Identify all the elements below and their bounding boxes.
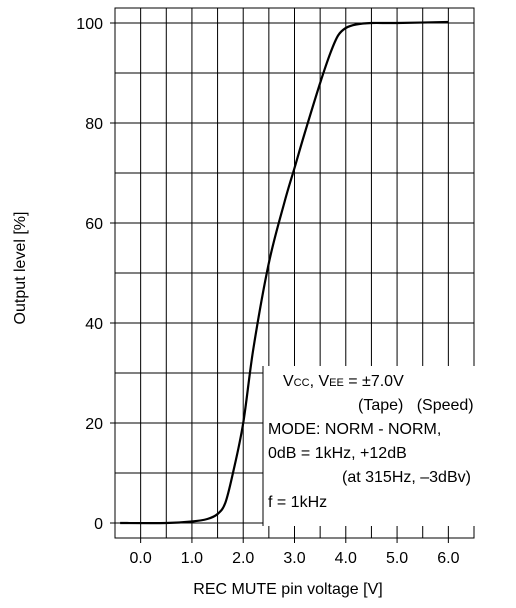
- y-tick-label: 60: [85, 216, 103, 233]
- annotation-0db: 0dB = 1kHz, +12dB: [268, 445, 407, 462]
- y-tick-label: 80: [85, 116, 103, 133]
- x-tick-label: 1.0: [181, 550, 203, 567]
- y-tick-label: 40: [85, 316, 103, 333]
- tick-labels: 0.0 1.0 2.0 3.0 4.0 5.0 6.0 0 20 40 60 80 100: [76, 16, 459, 567]
- annotation-tape-speed: (Tape) (Speed): [358, 397, 474, 414]
- y-tick-label: 0: [94, 516, 103, 533]
- x-tick-label: 6.0: [437, 550, 459, 567]
- series-layer: [120, 20, 449, 525]
- x-tick-label: 5.0: [386, 550, 408, 567]
- y-tick-label: 20: [85, 416, 103, 433]
- x-tick-label: 2.0: [232, 550, 254, 567]
- annotation-box: [263, 366, 511, 526]
- x-tick-label: 0.0: [130, 550, 152, 567]
- annotation-vcc-vee: VCC, VEE = ±7.0V: [283, 373, 404, 390]
- x-tick-label: 3.0: [283, 550, 305, 567]
- annotation-mode: MODE: NORM - NORM,: [268, 421, 441, 438]
- annotation-frequency: f = 1kHz: [268, 494, 327, 511]
- series-line-0: [120, 20, 449, 525]
- y-tick-label: 100: [76, 16, 103, 33]
- x-axis-label: REC MUTE pin voltage [V]: [193, 581, 382, 598]
- annotation-at-315hz: (at 315Hz, –3dBv): [342, 469, 471, 486]
- y-axis-label: Output level [%]: [12, 212, 29, 325]
- x-tick-label: 4.0: [335, 550, 357, 567]
